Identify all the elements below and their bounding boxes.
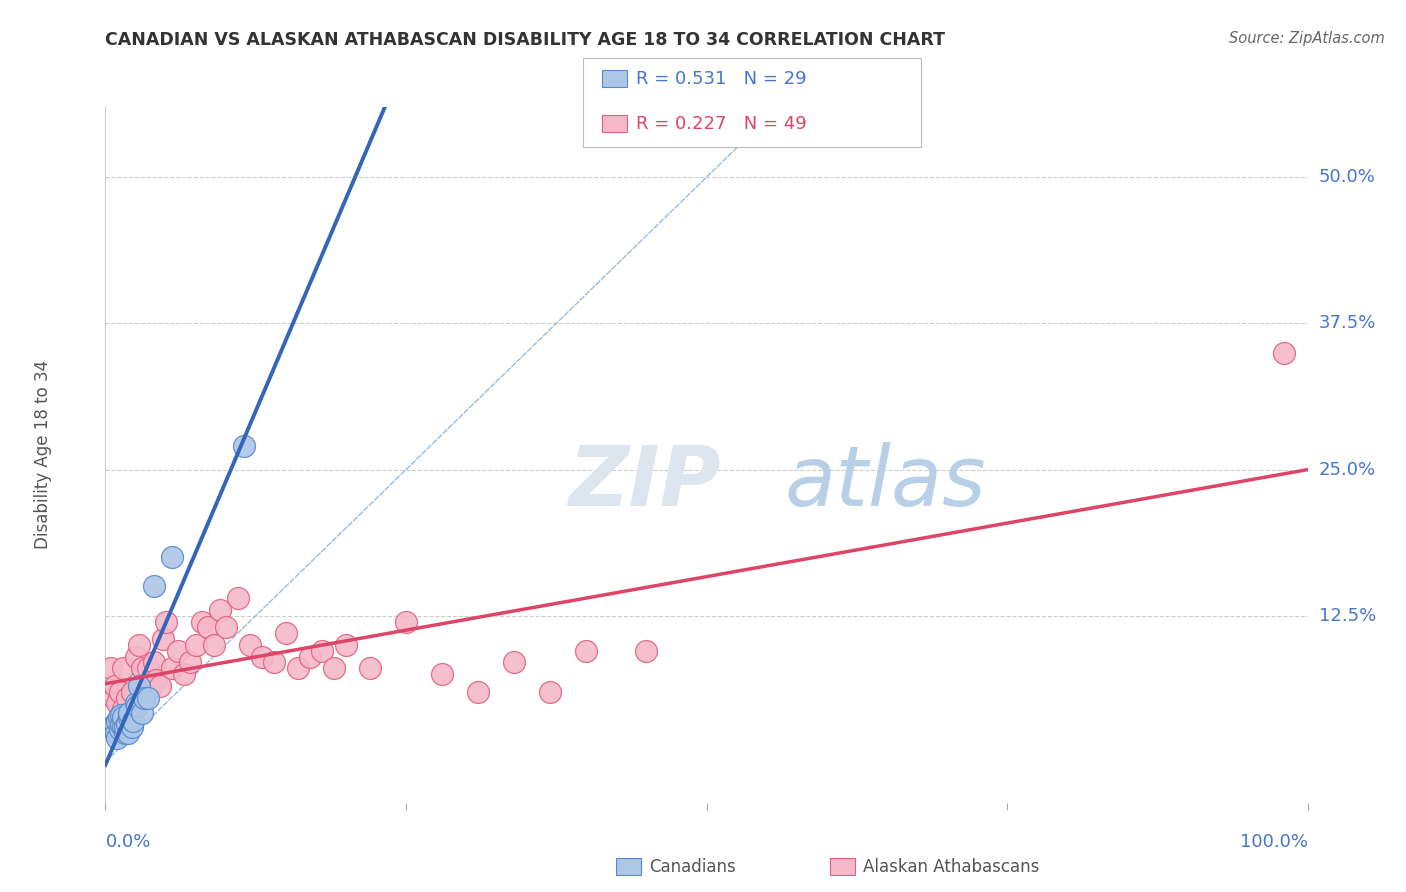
Text: Disability Age 18 to 34: Disability Age 18 to 34 [34,360,52,549]
Point [359,661,381,675]
Point [125,698,148,713]
Text: atlas: atlas [785,442,986,524]
Point [136,661,159,675]
Text: 100.0%: 100.0% [1240,833,1308,851]
Point [239,638,262,652]
Point [104,717,127,731]
Point [112,702,135,716]
Point [184,638,207,652]
Point [166,644,188,658]
Point [107,731,129,746]
Point [139,679,162,693]
Point [112,720,135,734]
Point [107,710,129,724]
Point [103,722,125,736]
Point [131,661,153,675]
Point [124,697,146,711]
Point [110,717,132,731]
Point [122,714,145,728]
Point [142,579,165,593]
Point [1272,345,1295,359]
Point [107,714,129,728]
Text: 50.0%: 50.0% [1319,169,1375,186]
Point [250,649,273,664]
Point [114,725,136,739]
Point [160,661,183,675]
Text: Canadians: Canadians [650,858,737,876]
Point [214,620,236,634]
Point [190,615,212,629]
Text: ZIP: ZIP [568,442,721,524]
Point [179,656,201,670]
Text: 12.5%: 12.5% [1319,607,1376,624]
Point [287,661,309,675]
Point [232,439,254,453]
Point [105,725,128,739]
Point [395,615,418,629]
Point [117,725,139,739]
Point [112,661,135,675]
Point [110,708,132,723]
Point [298,649,321,664]
Point [274,626,297,640]
Point [145,673,167,687]
Point [100,661,122,675]
Point [160,550,183,565]
Point [121,684,143,698]
Text: Source: ZipAtlas.com: Source: ZipAtlas.com [1229,31,1385,46]
Point [128,638,150,652]
Point [467,684,489,698]
Point [132,690,155,705]
Point [208,603,231,617]
Point [107,697,129,711]
Point [124,649,146,664]
Point [503,656,526,670]
Point [118,706,141,720]
Point [104,679,127,693]
Point [115,690,138,705]
Text: R = 0.531   N = 29: R = 0.531 N = 29 [636,70,806,88]
Point [538,684,561,698]
Text: 0.0%: 0.0% [105,833,150,851]
Point [142,656,165,670]
Point [173,667,195,681]
Point [112,710,135,724]
Point [148,679,170,693]
Point [121,720,143,734]
Point [636,644,658,658]
Text: 25.0%: 25.0% [1319,460,1376,478]
Point [335,638,357,652]
Point [311,644,333,658]
Point [197,620,219,634]
Point [103,690,125,705]
Point [115,717,138,731]
Text: CANADIAN VS ALASKAN ATHABASCAN DISABILITY AGE 18 TO 34 CORRELATION CHART: CANADIAN VS ALASKAN ATHABASCAN DISABILIT… [105,31,945,49]
Point [131,706,153,720]
Point [152,632,174,646]
Point [128,679,150,693]
Point [108,722,131,736]
Point [108,684,131,698]
Point [118,710,141,724]
Point [100,720,122,734]
Point [263,656,285,670]
Point [575,644,598,658]
Point [322,661,344,675]
Point [136,690,159,705]
Point [226,591,249,606]
Point [118,708,141,723]
Point [114,720,136,734]
Text: 37.5%: 37.5% [1319,314,1376,333]
Point [155,615,177,629]
Text: Alaskan Athabascans: Alaskan Athabascans [863,858,1039,876]
Text: R = 0.227   N = 49: R = 0.227 N = 49 [636,114,806,133]
Point [430,667,453,681]
Point [202,638,225,652]
